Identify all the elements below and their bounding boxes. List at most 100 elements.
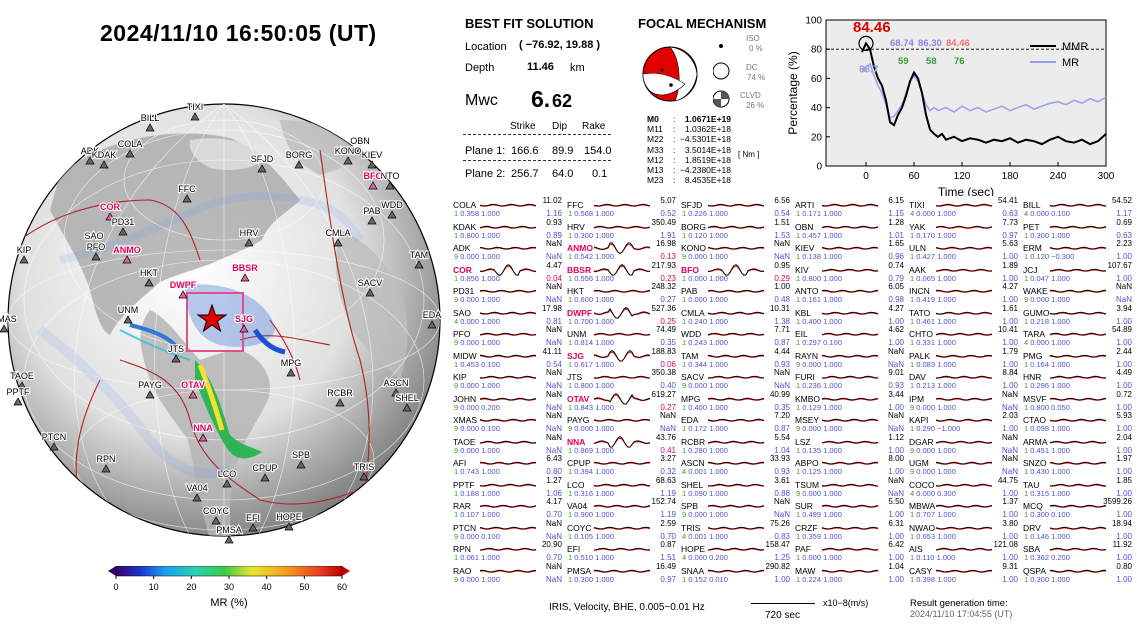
mw-label: Mwc (465, 92, 498, 109)
station-code: TSUM (795, 479, 820, 490)
station-triangle-icon (192, 493, 202, 502)
station-mr: 1.00 (1116, 531, 1132, 541)
station-waveform (936, 504, 992, 508)
station-palk: PALK 1.79 1 0.083 1.000 1.00 (908, 347, 1020, 375)
station-waveform (594, 203, 650, 207)
station-borg: BORG 1.51 1 0.120 1.000 1.53 (680, 218, 792, 246)
station-amplitude: 5.50 (888, 497, 904, 506)
station-code: AFI (453, 458, 467, 468)
station-amplitude: 7.71 (774, 325, 790, 334)
station-amplitude: 350.49 (651, 217, 676, 227)
decomp-icons (713, 44, 730, 108)
station-amplitude: 5.07 (660, 196, 676, 205)
station-code: JTS (567, 372, 583, 382)
map-station-label: SACV (358, 278, 383, 288)
station-metrics: 1 0.707 1.000 (910, 510, 956, 519)
station-mr: 0.93 (888, 381, 904, 390)
station-amplitude: 0.74 (888, 260, 904, 270)
plane2-rake: 0.1 (592, 168, 608, 180)
station-waveform (1050, 418, 1106, 422)
moment-key: M23 (647, 175, 664, 186)
map-station-label: UNM (118, 305, 139, 315)
station-triangle-icon (188, 390, 198, 399)
station-uln: ULN 5.63 1 0.427 1.000 1.00 (908, 239, 1020, 267)
station-metrics: 1 0.556 1.000 (568, 273, 614, 283)
station-mr: NaN (545, 381, 562, 390)
station-mr: 0.88 (774, 488, 790, 498)
station-code: EFI (567, 544, 581, 554)
station-metrics: 1 0.400 1.000 (682, 402, 728, 412)
station-waveform (480, 332, 536, 336)
station-mr: 1.06 (546, 488, 562, 498)
station-code: RAYN (795, 350, 818, 361)
station-triangle-icon (294, 160, 304, 169)
station-code: MIDW (453, 350, 477, 361)
station-amplitude: NaN (545, 368, 562, 377)
station-mr: 1.00 (888, 338, 904, 347)
station-sur: SUR 5.50 1 0.499 1.000 1.00 (794, 497, 906, 525)
station-code: ARTI (795, 200, 815, 210)
station-amplitude: 11.92 (1112, 540, 1132, 549)
station-amplitude: 0.80 (1116, 561, 1132, 571)
map-station-borg: BORG (285, 149, 313, 169)
station-mr: 0.83 (774, 531, 790, 541)
station-amplitude: 2.23 (1116, 239, 1132, 248)
station-code: AIS (909, 544, 923, 554)
station-code: ASCN (681, 458, 705, 468)
station-triangle-icon (211, 516, 221, 525)
moment-row: M11:1.0362E+18 (647, 124, 765, 134)
station-amplitude: 54.41 (997, 196, 1018, 205)
station-waveform (936, 246, 992, 250)
station-metrics: 1 0.120 1.000 (682, 230, 728, 240)
station-kiev: KIEV 1.65 1 0.138 1.000 0.96 (794, 239, 906, 267)
station-waveform (822, 569, 878, 573)
station-code: HNR (1023, 372, 1042, 382)
region-box (186, 292, 244, 352)
station-triangle-icon (359, 472, 369, 481)
station-code: CASY (909, 565, 933, 576)
station-code: SBA (1023, 544, 1041, 554)
table-divider-2 (463, 160, 611, 161)
station-amplitude: 4.47 (546, 260, 562, 270)
station-triangle-icon (260, 473, 270, 482)
map-station-hrv: HRV (238, 227, 260, 247)
station-tato: TATO 1.61 1 0.461 1.000 1.00 (908, 304, 1020, 332)
station-amplitude: 1.04 (888, 561, 904, 571)
station-code: CRZF (795, 522, 818, 533)
station-metrics: 1 0.290 −1.000 (910, 424, 961, 433)
station-amplitude: 16.49 (655, 561, 676, 571)
station-metrics: 4 0.001 1.000 (682, 531, 728, 541)
station-john: JOHN NaN 9 0.000 0.200 NaN (452, 390, 564, 418)
station-code: RPN (453, 544, 471, 554)
station-mr: 1.53 (774, 230, 790, 240)
station-mbwa: MBWA 1.37 1 0.707 1.000 1.00 (908, 497, 1020, 525)
station-mr: 0.70 (660, 531, 676, 541)
station-dav: DAV 8.84 1 0.213 1.000 1.00 (908, 368, 1020, 396)
station-crzf: CRZF 6.31 1 0.359 1.000 1.00 (794, 519, 906, 547)
station-mr: 0.70 (546, 510, 562, 519)
station-mr: 1.00 (1116, 359, 1132, 369)
x-tick-label: 240 (1050, 171, 1067, 182)
station-code: SNAA (681, 565, 705, 576)
top-value: 86.30 (918, 38, 942, 49)
map-station-kip: KIP (16, 244, 32, 264)
station-code: SAO (453, 307, 471, 318)
station-metrics: 1 0.300 1.000 (568, 230, 614, 240)
station-mr: NaN (545, 338, 562, 347)
station-metrics: 9 0.000 1.000 (796, 424, 842, 433)
station-mr: 1.25 (774, 553, 790, 562)
map-station-coyc: COYC (202, 505, 231, 525)
map-station-label: TAOE (10, 371, 34, 381)
station-metrics: 4 0.000 0.300 (910, 488, 956, 498)
station-metrics: 1 0.107 1.000 (454, 510, 500, 519)
station-code: CPUP (567, 458, 591, 468)
station-amplitude: 4.17 (546, 497, 562, 506)
station-kiv: KIV 0.74 1 0.800 1.000 0.79 (794, 261, 906, 289)
depth-unit: km (570, 62, 585, 74)
station-triangle-icon (248, 523, 258, 532)
station-triangle-icon (391, 388, 401, 397)
station-amplitude: 1.12 (888, 432, 904, 442)
station-erm: ERM 2.23 1 0.120 −0.300 1.00 (1022, 239, 1134, 267)
station-mr: 0.93 (774, 467, 790, 476)
station-triangle-icon (343, 156, 353, 165)
